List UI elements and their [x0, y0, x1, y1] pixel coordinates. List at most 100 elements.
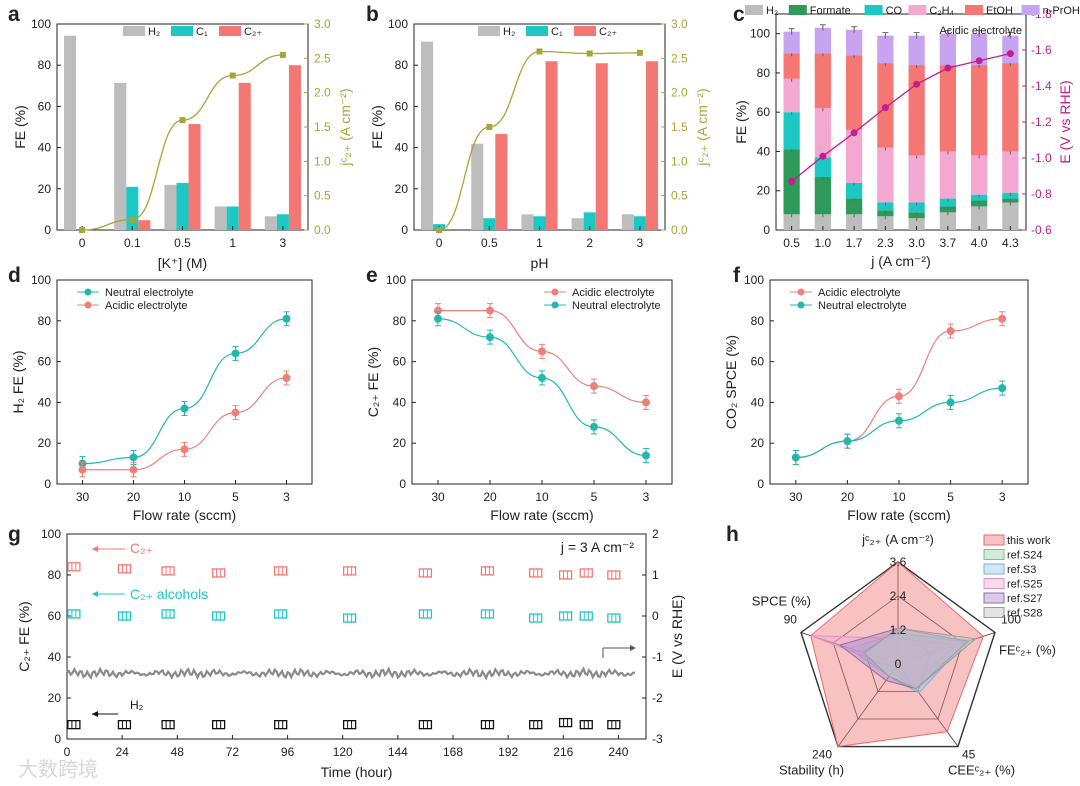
stability-marker [480, 566, 495, 576]
label-c2: C₂₊ [130, 540, 153, 556]
stability-point-2-7 [480, 720, 495, 730]
bar-a-H2-3 [214, 206, 227, 230]
stack-C2H4-6 [971, 155, 988, 195]
bar-a-C2+-3 [238, 82, 251, 230]
legend-swatch-b-1 [526, 26, 548, 36]
x-tick-label-c-6: 4.0 [971, 236, 988, 250]
y-tick-label: 80 [751, 314, 765, 328]
jc2-point-a-3 [229, 72, 236, 79]
point-e-0-3 [590, 382, 598, 391]
y2-axis-label-g: E (V vs RHE) [669, 595, 685, 678]
stack-C2H4-0 [783, 78, 800, 113]
point-d-0-2 [180, 404, 189, 413]
stability-marker [342, 613, 357, 623]
y2-tick-label: 1.0 [671, 154, 688, 168]
y-tick-label: 60 [38, 355, 52, 369]
stability-marker [529, 568, 543, 578]
y-tick-label: 40 [38, 395, 52, 409]
stability-point-2-2 [161, 720, 175, 730]
radar-axis-label-1: FEᶜ₂₊ (%) [999, 642, 1056, 657]
x-tick-label-g-6: 144 [388, 745, 408, 759]
stability-point-1-2 [161, 609, 175, 619]
x-tick-label-b-1: 0.5 [481, 236, 498, 250]
x-axis-label-c: j (A cm⁻²) [870, 253, 931, 269]
stack-n-PrOH-0 [783, 31, 800, 54]
potential-point-c-7 [1006, 50, 1014, 58]
radar-series-ref-S28 [863, 627, 977, 690]
stack-H2-4 [908, 218, 925, 230]
point-f-1-1 [843, 437, 852, 446]
y2-tick-label-c-5: -1.6 [1031, 43, 1052, 57]
stability-point-1-11 [607, 613, 621, 623]
legend-marker-d-0 [84, 288, 92, 296]
x-tick-label-e-4: 3 [643, 490, 650, 504]
point-f-1-0 [791, 453, 800, 462]
point-e-0-4 [642, 398, 650, 407]
bar-a-C1-2 [176, 182, 189, 230]
y-axis-label-b: FE (%) [369, 105, 385, 149]
point-f-0-4 [998, 314, 1007, 323]
stability-point-0-4 [274, 566, 288, 576]
y-tick-label: 0 [44, 223, 51, 237]
y2-axis-label-b: jᶜ₂₊ (A cm⁻²) [694, 88, 710, 166]
stack-EtOH-1 [814, 53, 831, 109]
stability-point-0-1 [117, 564, 132, 574]
stack-C2H4-5 [939, 151, 956, 199]
arrowhead-c2 [92, 546, 98, 552]
x-tick-label-g-2: 48 [171, 745, 185, 759]
bar-b-C2+-4 [645, 61, 658, 231]
x-tick-label-f-4: 3 [999, 490, 1006, 504]
jc2-point-b-2 [536, 48, 543, 55]
y-tick-label: 20 [395, 182, 409, 196]
point-d-0-3 [231, 349, 240, 358]
x-tick-label-a-2: 0.5 [174, 236, 191, 250]
radar-legend-swatch-1 [983, 549, 1005, 560]
jc2-point-b-3 [586, 50, 593, 57]
legend-label-c-0: H₂ [766, 5, 778, 17]
x-tick-label-g-4: 96 [281, 745, 295, 759]
watermark-text: 大数跨境 [18, 758, 98, 781]
legend-label-f-1: Neutral electrolyte [818, 300, 907, 312]
stack-CO-2 [846, 182, 863, 199]
y-tick-label: 100 [31, 17, 51, 31]
legend-marker-e-0 [551, 288, 559, 296]
radar-ring-label-1: 1.2 [890, 623, 907, 637]
bar-a-H2-4 [264, 216, 277, 230]
stack-EtOH-2 [846, 55, 863, 130]
y-tick-label: 0 [399, 477, 406, 491]
y2-tick-label: 3.0 [671, 17, 688, 31]
stability-point-1-5 [342, 613, 357, 623]
y-tick-label: 100 [31, 273, 51, 287]
stability-point-0-9 [558, 570, 573, 580]
legend-label-d-1: Acidic electrolyte [105, 300, 188, 312]
point-e-0-0 [434, 306, 442, 315]
stability-point-1-4 [274, 609, 288, 619]
y-axis-label-d: H₂ FE (%) [10, 351, 26, 414]
y2-tick-label: 2.5 [314, 51, 331, 65]
bar-b-H2-4 [621, 214, 634, 230]
x-tick-label-b-3: 2 [586, 236, 593, 250]
bar-b-C1-2 [533, 216, 546, 230]
legend-swatch-a-0 [123, 26, 145, 36]
stability-marker [418, 609, 433, 619]
legend-label-b-1: C₁ [551, 26, 563, 38]
stack-H2-7 [1002, 202, 1019, 230]
x-tick-label-a-1: 0.1 [124, 236, 141, 250]
x-tick-label-c-2: 1.7 [846, 236, 863, 250]
stack-n-PrOH-5 [939, 33, 956, 66]
y2-tick-label: 1 [652, 568, 659, 582]
x-tick-label-f-1: 20 [841, 490, 855, 504]
legend-label-c-5: n-PrOH [1043, 5, 1080, 17]
y-tick-label: 20 [48, 691, 62, 705]
y-tick-label: 0 [401, 223, 408, 237]
stability-point-1-6 [418, 609, 433, 619]
y-tick-label: 100 [41, 527, 61, 541]
x-tick-label-c-0: 0.5 [783, 236, 800, 250]
y2-tick-label: 1.0 [314, 154, 331, 168]
x-axis-label-f: Flow rate (sccm) [847, 507, 950, 523]
stability-point-1-0 [67, 609, 81, 619]
stability-marker [558, 570, 573, 580]
x-tick-label-d-3: 5 [232, 490, 239, 504]
legend-label-c-1: Formate [810, 5, 851, 17]
legend-swatch-a-1 [171, 26, 193, 36]
